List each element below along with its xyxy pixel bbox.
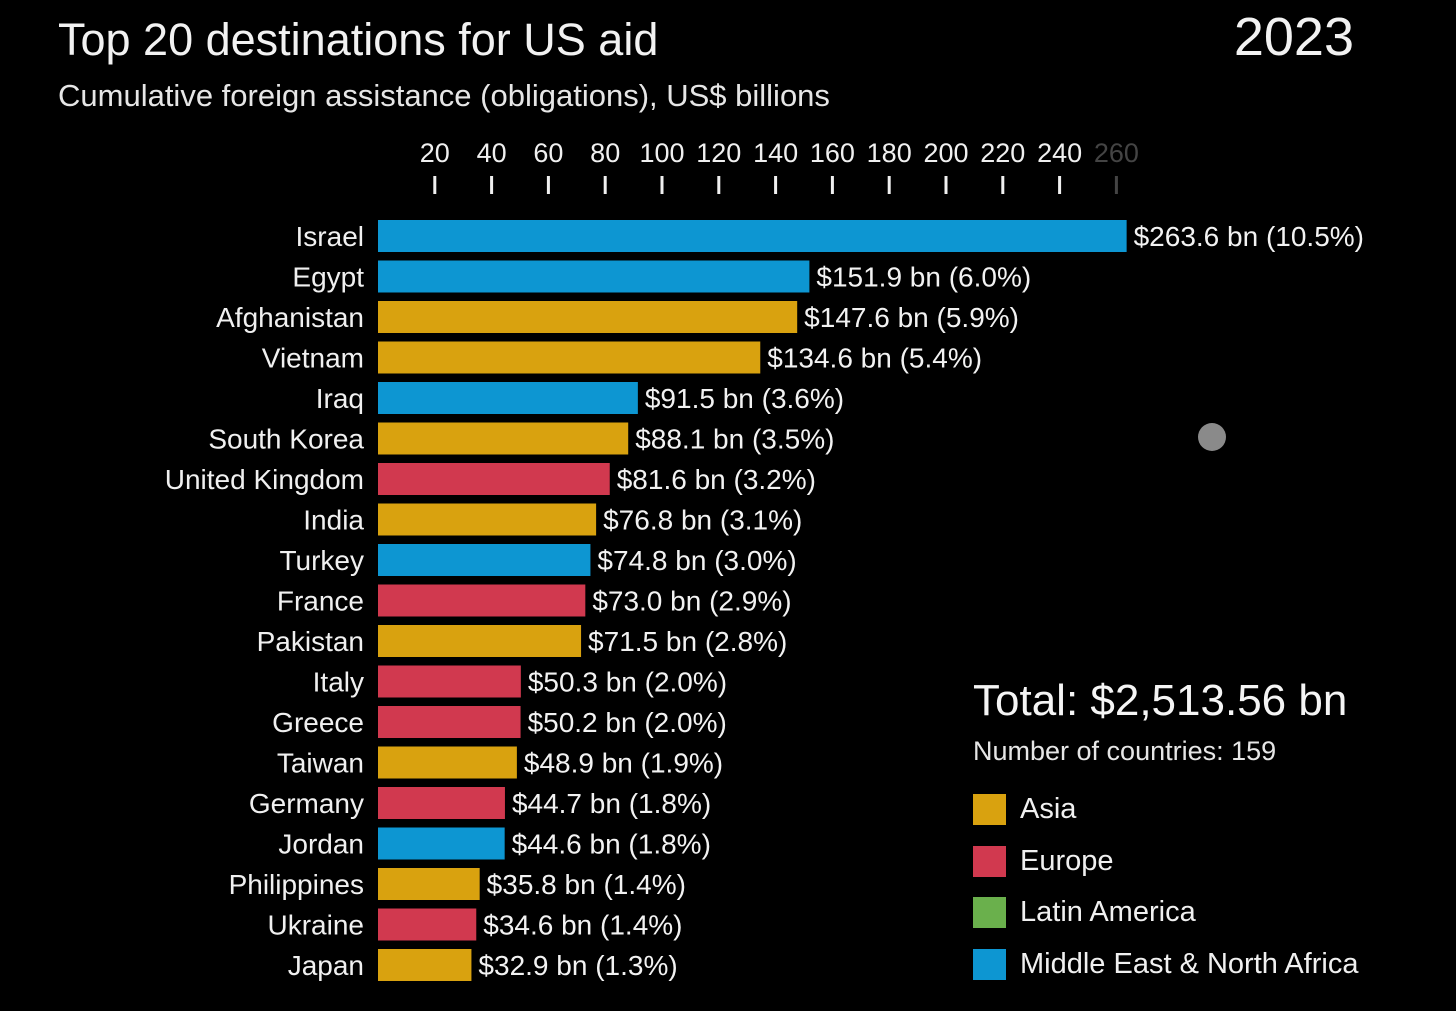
value-label-united-kingdom: $81.6 bn (3.2%) <box>617 464 816 495</box>
value-label-ukraine: $34.6 bn (1.4%) <box>483 910 682 941</box>
x-tick-label-140: 140 <box>753 138 798 168</box>
bar-afghanistan <box>378 301 798 333</box>
x-axis: 20 40 60 80 100 120 140 160 180 200 220 240 260 <box>420 138 1139 194</box>
legend-item-middle-east: Middle East & North Africa <box>973 939 1358 991</box>
x-tick-label-60: 60 <box>533 138 563 168</box>
total-label: Total: $2,513.56 bn <box>973 676 1348 725</box>
category-label-turkey: Turkey <box>279 545 364 576</box>
category-label-ukraine: Ukraine <box>268 910 364 941</box>
value-label-israel: $263.6 bn (10.5%) <box>1134 221 1364 252</box>
value-label-turkey: $74.8 bn (3.0%) <box>597 545 796 576</box>
x-tick-label-260: 260 <box>1094 138 1139 168</box>
category-label-vietnam: Vietnam <box>262 343 364 374</box>
bar-greece <box>378 706 521 738</box>
value-label-italy: $50.3 bn (2.0%) <box>528 667 727 698</box>
category-label-italy: Italy <box>313 667 364 698</box>
category-label-japan: Japan <box>288 950 364 981</box>
bar-egypt <box>378 260 810 293</box>
legend: Asia Europe Latin America Middle East & … <box>973 784 1358 990</box>
bar-vietnam <box>378 341 761 374</box>
x-tick-label-240: 240 <box>1037 138 1082 168</box>
x-tick-label-120: 120 <box>696 138 741 168</box>
bar-india <box>378 503 597 536</box>
value-label-south-korea: $88.1 bn (3.5%) <box>635 424 834 455</box>
value-label-jordan: $44.6 bn (1.8%) <box>512 829 711 860</box>
legend-item-asia: Asia <box>973 784 1358 836</box>
legend-label-latin-america: Latin America <box>1020 896 1196 929</box>
legend-swatch-asia <box>973 794 1006 826</box>
category-label-afghanistan: Afghanistan <box>216 302 364 333</box>
value-label-greece: $50.2 bn (2.0%) <box>528 707 727 738</box>
bar-south-korea <box>378 422 629 455</box>
category-label-philippines: Philippines <box>229 869 364 900</box>
category-label-france: France <box>277 586 364 617</box>
legend-item-latin-america: Latin America <box>973 887 1358 939</box>
category-label-india: India <box>303 505 364 536</box>
chart-subtitle: Cumulative foreign assistance (obligatio… <box>58 78 830 113</box>
legend-label-asia: Asia <box>1020 793 1077 826</box>
cursor-dot <box>1198 423 1226 451</box>
bar-japan <box>378 949 472 981</box>
bar-taiwan <box>378 746 517 779</box>
x-tick-label-100: 100 <box>639 138 684 168</box>
value-label-egypt: $151.9 bn (6.0%) <box>816 262 1031 293</box>
value-label-iraq: $91.5 bn (3.6%) <box>645 383 844 414</box>
x-tick-label-220: 220 <box>980 138 1025 168</box>
value-label-india: $76.8 bn (3.1%) <box>603 505 802 536</box>
category-label-greece: Greece <box>272 707 364 738</box>
bar-germany <box>378 787 505 819</box>
category-label-united-kingdom: United Kingdom <box>165 464 364 495</box>
legend-swatch-europe <box>973 845 1006 877</box>
bars-group: Israel $263.6 bn (10.5%) Egypt $151.9 bn (6… <box>165 220 1364 981</box>
category-label-taiwan: Taiwan <box>277 748 364 779</box>
category-label-egypt: Egypt <box>292 262 364 293</box>
bar-turkey <box>378 544 591 576</box>
value-label-vietnam: $134.6 bn (5.4%) <box>767 343 982 374</box>
category-label-jordan: Jordan <box>278 829 364 860</box>
bar-jordan <box>378 827 505 860</box>
country-count-label: Number of countries: 159 <box>973 736 1277 766</box>
bar-france <box>378 584 586 617</box>
legend-item-europe: Europe <box>973 836 1358 888</box>
year-label: 2023 <box>1233 7 1354 67</box>
x-tick-label-80: 80 <box>590 138 620 168</box>
bar-pakistan <box>378 625 582 657</box>
legend-label-europe: Europe <box>1020 844 1114 877</box>
x-tick-label-20: 20 <box>420 138 450 168</box>
value-label-afghanistan: $147.6 bn (5.9%) <box>804 302 1019 333</box>
legend-swatch-latin-america <box>973 897 1006 929</box>
x-tick-label-180: 180 <box>867 138 912 168</box>
value-label-france: $73.0 bn (2.9%) <box>592 586 791 617</box>
bar-italy <box>378 665 521 698</box>
value-label-pakistan: $71.5 bn (2.8%) <box>588 626 787 657</box>
value-label-philippines: $35.8 bn (1.4%) <box>487 869 686 900</box>
category-label-south-korea: South Korea <box>208 424 364 455</box>
bar-united-kingdom <box>378 463 610 495</box>
bar-israel <box>378 220 1127 252</box>
chart-title: Top 20 destinations for US aid <box>58 14 659 65</box>
legend-swatch-middle-east <box>973 948 1006 980</box>
category-label-pakistan: Pakistan <box>257 626 364 657</box>
legend-label-middle-east: Middle East & North Africa <box>1020 947 1359 980</box>
bar-philippines <box>378 868 480 900</box>
bar-iraq <box>378 382 638 414</box>
x-tick-label-40: 40 <box>477 138 507 168</box>
value-label-taiwan: $48.9 bn (1.9%) <box>524 748 723 779</box>
category-label-germany: Germany <box>249 788 364 819</box>
category-label-israel: Israel <box>296 221 364 252</box>
bar-ukraine <box>378 908 477 941</box>
x-tick-label-160: 160 <box>810 138 855 168</box>
x-tick-label-200: 200 <box>923 138 968 168</box>
category-label-iraq: Iraq <box>316 383 364 414</box>
value-label-germany: $44.7 bn (1.8%) <box>512 788 711 819</box>
value-label-japan: $32.9 bn (1.3%) <box>478 950 677 981</box>
